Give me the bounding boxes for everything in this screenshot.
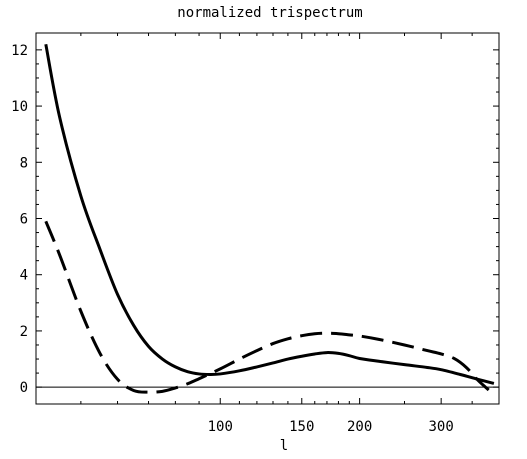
x-axis-label: l <box>280 438 288 454</box>
series-line-dashed <box>44 220 490 394</box>
y-tick-label: 6 <box>20 212 28 228</box>
y-tick-label: 10 <box>11 99 28 115</box>
y-tick-label: 4 <box>20 268 28 284</box>
x-tick-label: 200 <box>347 419 372 435</box>
y-tick-label: 8 <box>20 155 28 171</box>
plot-frame <box>35 32 500 405</box>
y-tick-label: 2 <box>20 324 28 340</box>
x-axis-ticks: 100 150 200 300 <box>80 33 473 435</box>
y-axis-ticks: 0 2 4 6 8 10 12 <box>11 43 499 396</box>
chart-title: normalized trispectrum <box>177 5 362 21</box>
y-tick-label: 12 <box>11 43 28 59</box>
x-tick-label: 100 <box>208 419 233 435</box>
x-tick-label: 300 <box>429 419 454 435</box>
series-line-solid <box>44 43 495 385</box>
series-layer <box>44 43 495 394</box>
x-tick-label: 150 <box>289 419 314 435</box>
y-tick-label: 0 <box>20 380 28 396</box>
